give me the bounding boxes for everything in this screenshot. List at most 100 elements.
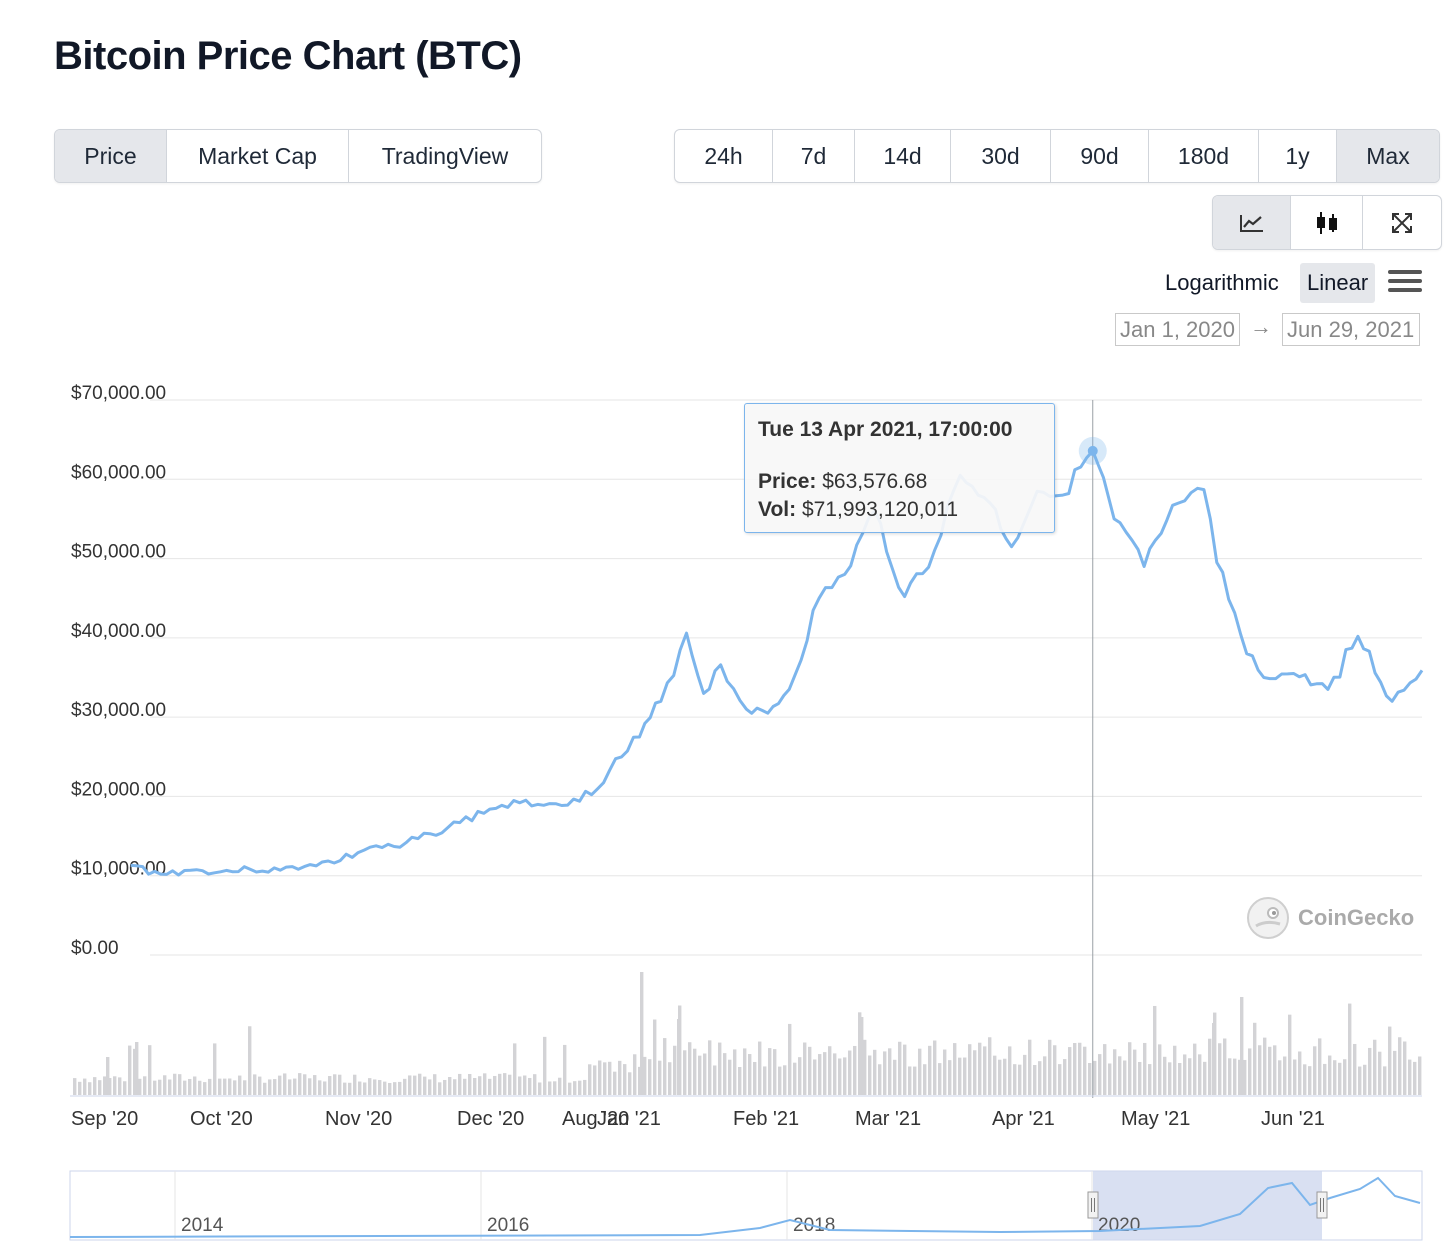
volume-bar [673, 1045, 677, 1095]
volume-bar [788, 1023, 792, 1095]
volume-bar [388, 1082, 392, 1095]
volume-bar [533, 1074, 537, 1095]
volume-bar [733, 1049, 737, 1095]
volume-bar [183, 1080, 187, 1095]
volume-bar [1268, 1046, 1272, 1095]
volume-bar [1398, 1037, 1402, 1095]
candlestick-icon[interactable] [1291, 196, 1363, 249]
line-chart-icon[interactable] [1213, 196, 1291, 249]
volume-bar [148, 1045, 152, 1095]
price-line [130, 449, 1424, 877]
volume-bar [718, 1042, 722, 1095]
range-14d[interactable]: 14d [855, 130, 951, 182]
volume-bar [1293, 1059, 1297, 1095]
volume-bar [1212, 1023, 1216, 1095]
date-range-arrow: → [1250, 314, 1272, 339]
volume-bar [633, 1054, 637, 1095]
navigator-handle-left[interactable] [1087, 1191, 1099, 1219]
volume-bar [1023, 1054, 1027, 1095]
tab-tradingview[interactable]: TradingView [381, 142, 509, 169]
volume-bar [383, 1081, 387, 1095]
volume-bar [773, 1049, 777, 1095]
volume-bar [588, 1064, 592, 1095]
x-tick-label: Jun '21 [1261, 1108, 1325, 1130]
date-to-input[interactable]: Jun 29, 2021 [1282, 313, 1420, 346]
scale-logarithmic-button[interactable]: Logarithmic [1165, 270, 1279, 295]
volume-bar [658, 1060, 662, 1095]
volume-bar [108, 1078, 112, 1095]
volume-bar [1103, 1044, 1107, 1095]
volume-bar [463, 1078, 467, 1095]
volume-bar [168, 1079, 172, 1095]
volume-bar [438, 1082, 442, 1095]
volume-bar [428, 1079, 432, 1095]
volume-bar [1368, 1047, 1372, 1095]
scale-linear-button[interactable]: Linear [1300, 263, 1376, 303]
volume-bar [663, 1038, 667, 1095]
volume-bar [1363, 1064, 1367, 1095]
volume-bar [677, 1019, 681, 1095]
volume-bar [1233, 1058, 1237, 1095]
volume-bar [1253, 1022, 1257, 1095]
volume-bar [198, 1080, 202, 1095]
volume-bar [1203, 1061, 1207, 1095]
y-tick-label: $50,000.00 [71, 542, 166, 563]
volume-bar [133, 1048, 137, 1095]
hamburger-menu-icon[interactable] [1388, 270, 1422, 296]
navigator-handle-right[interactable] [1316, 1191, 1328, 1219]
tooltip-price-label: Price: [758, 470, 817, 493]
range-30d[interactable]: 30d [951, 130, 1051, 182]
range-7d[interactable]: 7d [773, 130, 855, 182]
volume-bar [1353, 1043, 1357, 1095]
range-1y[interactable]: 1y [1259, 130, 1337, 182]
tab-market-cap[interactable]: Market Cap [167, 130, 349, 182]
volume-bar [698, 1055, 702, 1095]
volume-bar [640, 972, 644, 1095]
volume-bar [860, 1017, 864, 1095]
volume-bar [318, 1080, 322, 1095]
volume-bar [703, 1053, 707, 1095]
volume-bar [488, 1078, 492, 1095]
volume-bar [103, 1076, 107, 1095]
volume-bar [433, 1074, 437, 1095]
x-tick-label: Oct '20 [190, 1108, 253, 1130]
range-24h[interactable]: 24h [675, 130, 773, 182]
volume-bar [253, 1074, 257, 1095]
volume-bar [668, 1062, 672, 1095]
range-90d[interactable]: 90d [1051, 130, 1149, 182]
volume-bar [593, 1065, 597, 1095]
range-180d[interactable]: 180d [1149, 130, 1259, 182]
volume-bar [263, 1082, 267, 1095]
volume-bar [1208, 1038, 1212, 1095]
volume-bar [358, 1081, 362, 1095]
volume-bar [1073, 1043, 1077, 1095]
volume-bar [1093, 1060, 1097, 1095]
volume-bar [793, 1062, 797, 1095]
volume-bar [293, 1078, 297, 1095]
volume-bar [1313, 1046, 1317, 1095]
volume-bar [1288, 1014, 1292, 1095]
hover-point [1087, 445, 1098, 456]
volume-bar [848, 1050, 852, 1095]
volume-bar [983, 1046, 987, 1095]
x-tick-label: Apr '21 [992, 1108, 1055, 1130]
volume-bar [78, 1081, 82, 1095]
volume-bar [553, 1081, 557, 1095]
volume-bar [558, 1077, 562, 1095]
volume-bar [128, 1045, 132, 1095]
volume-bar [568, 1082, 572, 1095]
volume-bar [763, 1066, 767, 1095]
expand-icon[interactable] [1363, 196, 1441, 249]
tab-price[interactable]: Price [55, 130, 167, 182]
volume-bar [803, 1042, 807, 1095]
volume-bar [1383, 1066, 1387, 1095]
watermark-text: CoinGecko [1298, 905, 1415, 930]
volume-bar [903, 1044, 907, 1095]
range-max[interactable]: Max [1337, 130, 1439, 182]
volume-bar [1263, 1037, 1267, 1095]
volume-bar [268, 1079, 272, 1095]
volume-bar [1013, 1064, 1017, 1095]
volume-bar [408, 1075, 412, 1095]
date-from-input[interactable]: Jan 1, 2020 [1115, 313, 1240, 346]
